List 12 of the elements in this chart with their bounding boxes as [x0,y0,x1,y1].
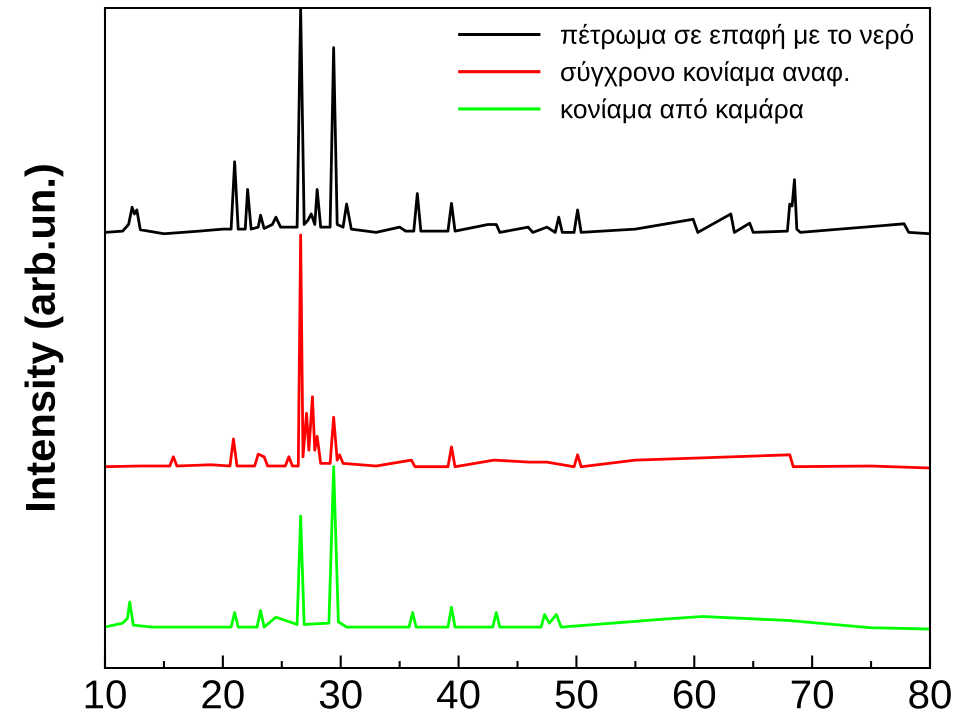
x-tick-label: 60 [674,680,716,709]
legend-label: πέτρωμα σε επαφή με το νερό [561,24,914,50]
x-tick-label: 70 [792,680,833,709]
x-tick-label: 40 [437,680,480,709]
x-tick-label: 30 [320,680,362,709]
legend-label: κονίαμα από καμάρα [562,98,804,124]
x-tick-label: 50 [556,680,598,709]
y-axis-title: Intensity (arb.un.) [24,165,64,510]
x-tick-label: 80 [909,680,951,709]
legend-label: σύγχρονο κονίαμα αναφ. [561,61,848,86]
x-tick-label: 10 [86,680,126,709]
x-tick-label: 20 [202,680,244,709]
